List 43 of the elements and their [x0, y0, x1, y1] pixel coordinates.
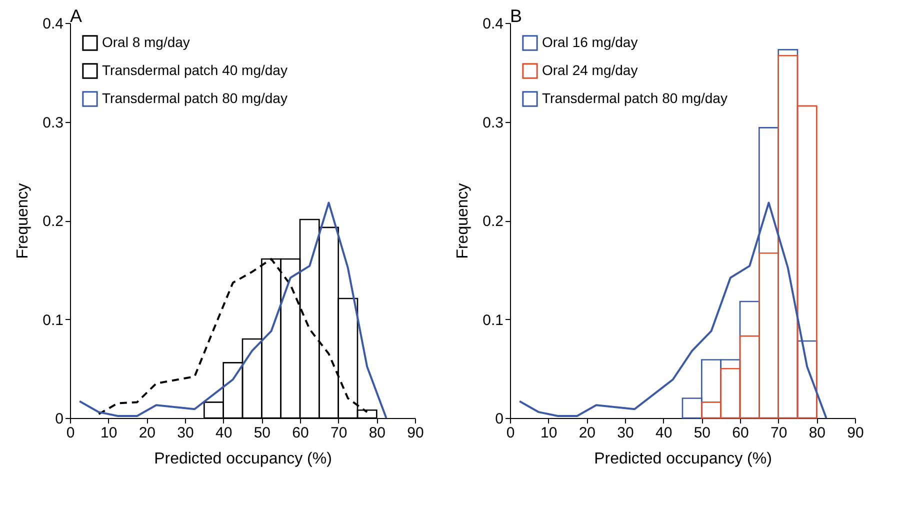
x-tick-label: 30: [617, 424, 634, 442]
x-tick-label: 10: [540, 424, 558, 442]
x-tick-label: 40: [215, 424, 232, 442]
line-series: [78, 202, 388, 419]
x-tick-label: 40: [655, 424, 672, 442]
x-tick-label: 90: [407, 424, 424, 442]
y-tick-label: 0: [55, 410, 64, 428]
x-tick-label: 60: [292, 424, 309, 442]
x-axis-title: Predicted occupancy (%): [154, 450, 332, 468]
y-tick-label: 0.1: [482, 312, 504, 329]
legend-label: Oral 8 mg/day: [102, 34, 190, 50]
x-tick-label: 0: [506, 424, 515, 442]
legend-label: Transdermal patch 80 mg/day: [542, 90, 728, 106]
y-tick-label: 0: [495, 410, 504, 428]
y-tick-label: 0.1: [42, 312, 64, 329]
chart-title: A: [70, 6, 82, 26]
x-tick-label: 0: [66, 424, 75, 442]
x-tick-label: 50: [694, 424, 711, 442]
legend-label: Transdermal patch 80 mg/day: [102, 90, 288, 106]
x-tick-label: 30: [177, 424, 194, 442]
x-axis-title: Predicted occupancy (%): [594, 450, 772, 468]
y-tick-label: 0.4: [482, 16, 504, 32]
x-tick-label: 60: [732, 424, 749, 442]
x-tick-label: 70: [330, 424, 348, 442]
legend-label: Transdermal patch 40 mg/day: [102, 62, 288, 78]
x-tick-label: 20: [578, 424, 596, 442]
x-tick-label: 50: [254, 424, 271, 442]
y-tick-label: 0.2: [482, 213, 504, 230]
legend-label: Oral 24 mg/day: [542, 62, 638, 78]
y-axis-title: Frequency: [454, 183, 472, 259]
x-tick-label: 70: [770, 424, 788, 442]
y-tick-label: 0.3: [482, 114, 504, 132]
x-tick-label: 80: [808, 424, 826, 442]
x-tick-label: 20: [138, 424, 156, 442]
y-tick-label: 0.4: [42, 16, 64, 32]
y-tick-label: 0.3: [42, 114, 64, 132]
legend-label: Oral 16 mg/day: [542, 34, 638, 50]
x-tick-label: 90: [847, 424, 864, 442]
x-tick-label: 10: [100, 424, 118, 442]
y-axis-title: Frequency: [14, 183, 32, 259]
x-tick-label: 80: [368, 424, 386, 442]
chart-title: B: [510, 6, 522, 26]
y-tick-label: 0.2: [42, 213, 64, 230]
